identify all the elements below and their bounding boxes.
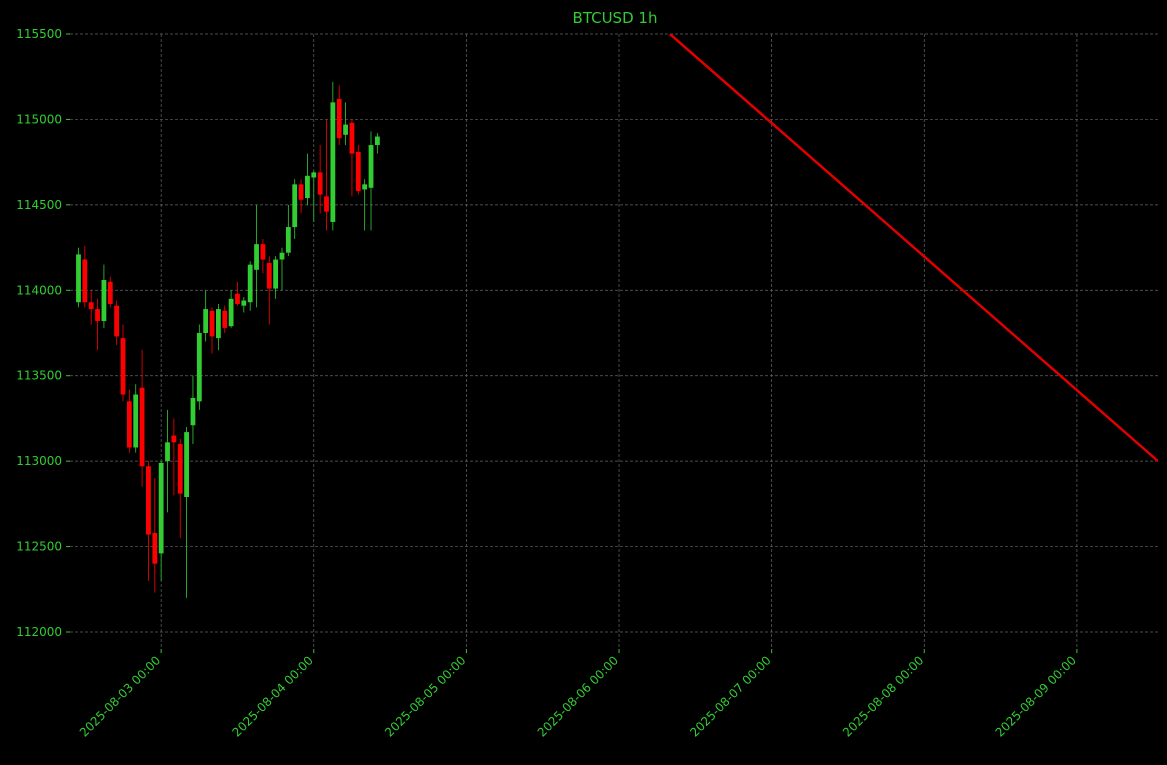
candle-body (171, 435, 177, 443)
y-tick-label: 113500 (16, 369, 62, 383)
candle-body (247, 264, 253, 303)
candle-body (349, 122, 355, 154)
candle-body (260, 244, 266, 260)
candle-body (120, 338, 126, 395)
candle-body (324, 196, 329, 212)
candle-body (298, 184, 304, 200)
candle-body (88, 302, 94, 310)
chart-title: BTCUSD 1h (573, 9, 658, 27)
candle-body (266, 262, 272, 289)
candle-body (285, 227, 291, 253)
candle-body (209, 310, 215, 337)
candle-body (101, 280, 107, 322)
candle-body (190, 397, 196, 426)
y-tick-label: 112000 (16, 625, 62, 639)
x-tick-label: 2025-08-08 00:00 (840, 653, 926, 739)
candle-body (196, 333, 202, 402)
candle-body (184, 432, 189, 498)
y-tick-label: 115000 (16, 112, 62, 126)
candle-body (139, 387, 145, 467)
candle-body (330, 102, 336, 222)
candle-body (158, 462, 164, 554)
x-tick-label: 2025-08-07 00:00 (687, 653, 773, 739)
candle-body (317, 172, 323, 195)
candle-body (241, 300, 247, 306)
candle-body (107, 281, 113, 304)
candle-body (133, 394, 139, 448)
candle-body (215, 309, 221, 339)
candle-body (203, 309, 209, 333)
candle-body (114, 305, 120, 337)
candle-body (95, 309, 100, 322)
x-tick-label: 2025-08-04 00:00 (230, 653, 316, 739)
candle-body (305, 175, 310, 199)
candle-body (177, 444, 183, 494)
candle-body (152, 532, 158, 564)
y-tick-label: 114000 (16, 283, 62, 297)
candle-body (355, 151, 361, 192)
candle-body (374, 136, 380, 146)
y-tick-label: 112500 (16, 540, 62, 554)
candle-body (146, 466, 151, 535)
candle-body (292, 184, 298, 228)
candle-body (235, 293, 240, 304)
candle-body (368, 145, 374, 188)
candle-body (76, 254, 81, 303)
candle-body (165, 442, 170, 462)
candle-body (279, 252, 285, 260)
candle-body (254, 244, 259, 270)
candle-body (343, 124, 348, 135)
candle-body (273, 259, 279, 289)
candle-body (362, 184, 368, 190)
candle-body (336, 98, 342, 139)
candle-body (126, 401, 132, 448)
x-tick-label: 2025-08-03 00:00 (77, 653, 163, 739)
y-tick-label: 114500 (16, 198, 62, 212)
x-tick-label: 2025-08-09 00:00 (993, 653, 1079, 739)
candle-body (222, 310, 228, 328)
candle-body (228, 298, 234, 327)
x-tick-label: 2025-08-05 00:00 (382, 653, 468, 739)
candle-body (82, 259, 88, 303)
y-tick-label: 115500 (16, 27, 62, 41)
x-tick-label: 2025-08-06 00:00 (535, 653, 621, 739)
y-tick-label: 113000 (16, 454, 62, 468)
candle-body (311, 172, 317, 178)
trend-line (669, 34, 1158, 463)
